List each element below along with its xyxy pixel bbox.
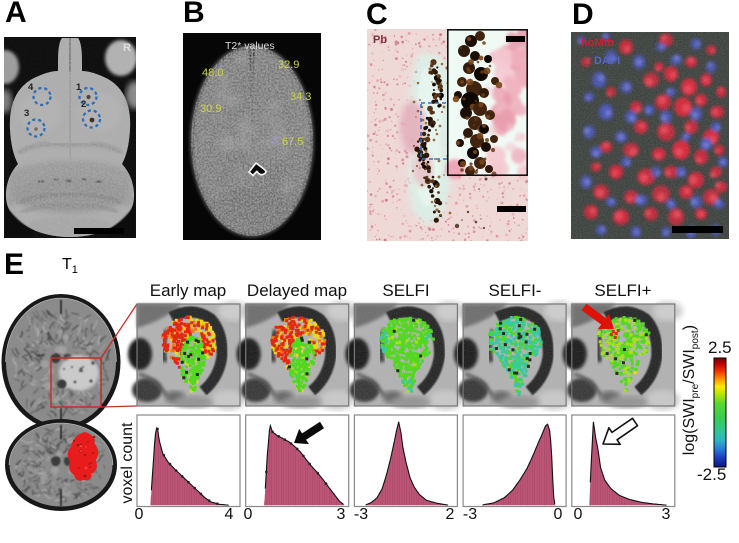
svg-text:67.5: 67.5 (282, 136, 303, 148)
svg-text:34.3: 34.3 (290, 91, 311, 103)
svg-text:48.0: 48.0 (202, 67, 223, 79)
svg-text:hoMtb: hoMtb (581, 37, 614, 49)
svg-text:1: 1 (76, 82, 82, 93)
svg-text:32.9: 32.9 (278, 59, 299, 71)
svg-text:4: 4 (28, 82, 34, 93)
svg-text:DAPI: DAPI (594, 55, 620, 67)
svg-text:R: R (123, 42, 131, 54)
svg-text:3: 3 (24, 108, 29, 119)
svg-text:30.9: 30.9 (200, 103, 221, 115)
svg-text:T2* values: T2* values (225, 40, 275, 52)
svg-text:Pb: Pb (373, 34, 387, 46)
svg-text:2: 2 (81, 99, 86, 110)
